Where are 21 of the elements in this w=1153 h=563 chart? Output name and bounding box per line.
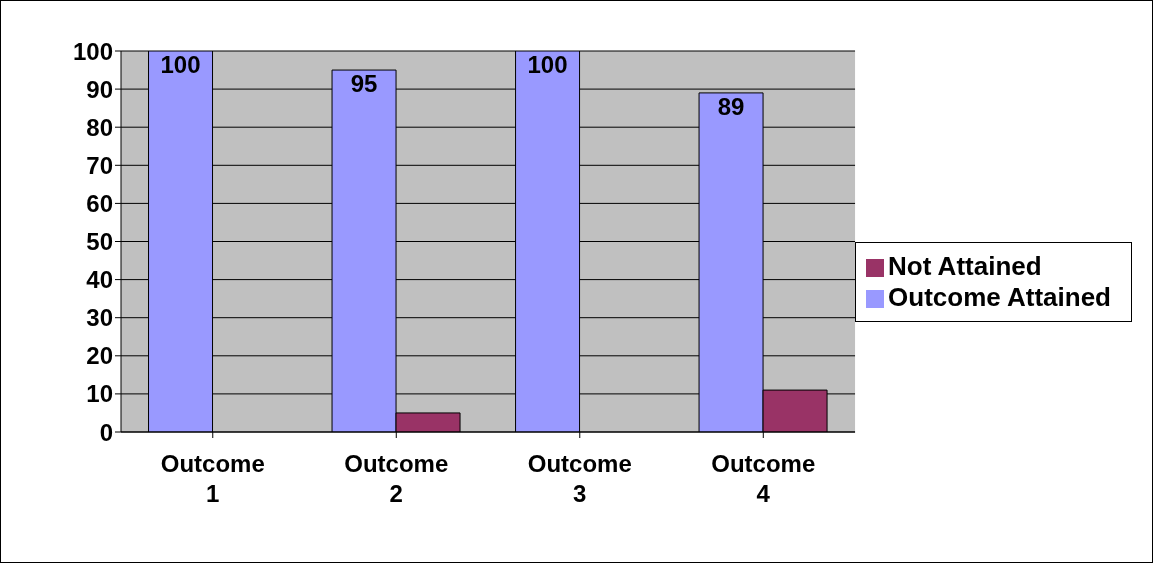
y-tick-label: 40 <box>86 266 113 294</box>
x-tick-label: Outcome 2 <box>344 450 449 507</box>
y-tick-label: 80 <box>86 113 113 141</box>
y-tick-label: 50 <box>86 228 113 256</box>
x-tick-label: Outcome 3 <box>527 450 632 507</box>
y-tick-label: 60 <box>86 189 113 217</box>
y-tick-label: 90 <box>86 75 113 103</box>
data-label: 95 <box>350 70 378 98</box>
legend-label: Not Attained <box>888 250 1042 281</box>
y-tick-label: 20 <box>86 342 113 370</box>
y-tick-label: 100 <box>72 37 113 65</box>
data-label: 100 <box>527 51 568 78</box>
x-tick-label: Outcome 1 <box>160 450 265 507</box>
legend-label: Outcome Attained <box>888 281 1111 312</box>
y-tick-label: 70 <box>86 151 113 179</box>
y-tick-label: 10 <box>86 380 113 408</box>
y-tick-label: 30 <box>86 304 113 332</box>
data-label: 89 <box>717 92 745 120</box>
x-tick-label: Outcome 4 <box>711 450 816 507</box>
y-tick-label: 0 <box>99 418 113 446</box>
data-label: 100 <box>160 51 201 78</box>
